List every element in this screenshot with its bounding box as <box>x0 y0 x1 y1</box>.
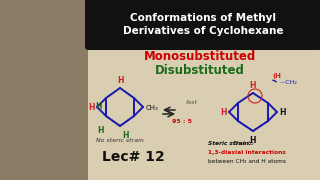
Text: Due to: Due to <box>234 141 254 146</box>
Text: H: H <box>122 131 129 140</box>
Text: Monosubstituted: Monosubstituted <box>144 50 256 63</box>
Text: 1,3-diaxial interactions: 1,3-diaxial interactions <box>208 150 286 155</box>
Text: Lec# 12: Lec# 12 <box>102 150 164 164</box>
Text: Disubstituted: Disubstituted <box>155 64 245 77</box>
Text: between CH₃ and H atoms: between CH₃ and H atoms <box>208 159 286 164</box>
Text: H: H <box>250 81 256 90</box>
Text: Derivatives of Cyclohexane: Derivatives of Cyclohexane <box>123 26 283 36</box>
Text: H: H <box>220 107 227 116</box>
Text: —CH₂: —CH₂ <box>280 80 298 84</box>
Text: CH₃: CH₃ <box>146 105 159 111</box>
FancyBboxPatch shape <box>0 0 88 180</box>
Text: H: H <box>89 102 95 111</box>
Text: H: H <box>117 76 123 85</box>
Text: H: H <box>95 102 102 111</box>
Text: H: H <box>98 126 104 135</box>
Text: (H: (H <box>272 73 281 79</box>
Text: fast: fast <box>186 100 198 105</box>
Text: 95 : 5: 95 : 5 <box>172 119 192 124</box>
Text: No steric strain: No steric strain <box>96 138 144 143</box>
Text: Steric strain:: Steric strain: <box>208 141 251 146</box>
Text: Conformations of Methyl: Conformations of Methyl <box>130 13 276 23</box>
Text: H: H <box>279 107 285 116</box>
FancyBboxPatch shape <box>85 0 320 50</box>
Text: H: H <box>250 136 256 145</box>
